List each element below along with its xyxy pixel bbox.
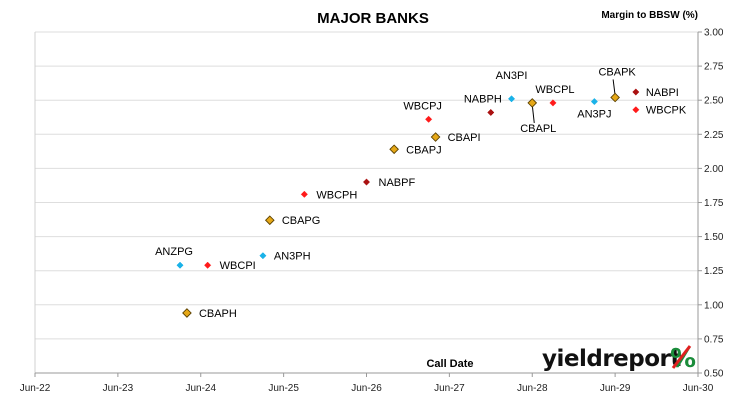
label-an3pi: AN3PI bbox=[496, 70, 528, 82]
point-cbaph bbox=[182, 308, 192, 318]
point-an3pi bbox=[507, 95, 516, 103]
label-an3ph: AN3PH bbox=[274, 251, 311, 263]
y-axis-ticks: 0.50 0.75 1.00 1.25 1.50 1.75 2.00 2.25 2.50 2.75… bbox=[704, 28, 724, 380]
point-nabph bbox=[487, 108, 495, 117]
label-nabph: NABPH bbox=[464, 93, 502, 105]
leader-line bbox=[612, 79, 616, 96]
label-wbcpl: WBCPL bbox=[535, 84, 574, 96]
label-cbapi: CBAPI bbox=[448, 132, 481, 144]
label-wbcph: WBCPH bbox=[316, 189, 357, 201]
point-an3pj bbox=[590, 98, 598, 106]
x-tick-label: Jun-27 bbox=[434, 383, 465, 394]
label-wbcpi: WBCPI bbox=[220, 260, 256, 272]
y-tick-label: 2.00 bbox=[704, 164, 724, 175]
x-tick-label: Jun-25 bbox=[268, 383, 299, 394]
y-tick-label: 3.00 bbox=[704, 28, 724, 39]
point-cbapi bbox=[430, 132, 441, 142]
data-labels: ANZPG CBAPH WBCPI AN3PH CBAPG WBCPH NABPF CBAPJ… bbox=[155, 66, 687, 320]
y-tick-label: 0.75 bbox=[704, 334, 724, 345]
label-cbapg: CBAPG bbox=[282, 215, 321, 227]
point-nabpi bbox=[632, 88, 640, 96]
x-tick-label: Jun-29 bbox=[600, 383, 631, 394]
x-tick-label: Jun-24 bbox=[185, 383, 216, 394]
point-wbcpk bbox=[632, 106, 640, 114]
logo-percent-slash bbox=[671, 345, 692, 369]
yieldreport-logo: yieldreport % bbox=[542, 344, 696, 374]
y-tick-label: 2.75 bbox=[704, 62, 724, 73]
label-cbaph: CBAPH bbox=[199, 308, 237, 320]
y-tick-label: 2.50 bbox=[704, 96, 724, 107]
point-cbapj bbox=[389, 144, 399, 155]
axes bbox=[34, 31, 702, 377]
x-axis-label: Call Date bbox=[426, 358, 473, 370]
y-tick-label: 1.25 bbox=[704, 266, 724, 277]
label-nabpi: NABPI bbox=[646, 87, 679, 99]
x-tick-label: Jun-23 bbox=[103, 383, 134, 394]
label-anzpg: ANZPG bbox=[155, 246, 193, 258]
y-tick-label: 1.50 bbox=[704, 232, 724, 243]
chart-title: MAJOR BANKS bbox=[317, 10, 429, 27]
point-wbcpj bbox=[425, 115, 433, 123]
leader-line bbox=[531, 104, 535, 123]
y-tick-label: 2.25 bbox=[704, 130, 724, 141]
label-nabpf: NABPF bbox=[379, 177, 416, 189]
x-tick-label: Jun-30 bbox=[683, 383, 714, 394]
point-cbapg bbox=[264, 215, 275, 226]
label-cbapl: CBAPL bbox=[520, 123, 556, 135]
label-an3pj: AN3PJ bbox=[577, 109, 611, 121]
gridlines bbox=[35, 31, 698, 340]
logo-text: yieldreport bbox=[542, 346, 681, 372]
logo-percent-icon: % bbox=[670, 344, 696, 374]
point-cbapl bbox=[527, 98, 538, 108]
x-tick-label: Jun-26 bbox=[351, 383, 382, 394]
label-cbapj: CBAPJ bbox=[406, 144, 441, 156]
point-wbcpi bbox=[204, 261, 212, 269]
label-cbapk: CBAPK bbox=[598, 66, 636, 78]
y-tick-label: 0.50 bbox=[704, 369, 724, 380]
point-wbcph bbox=[300, 190, 308, 198]
y-axis-label: Margin to BBSW (%) bbox=[601, 10, 698, 21]
point-cbapk bbox=[610, 92, 620, 103]
point-anzpg bbox=[176, 261, 184, 269]
point-wbcpl bbox=[549, 99, 557, 107]
leader-lines bbox=[531, 79, 616, 123]
point-an3ph bbox=[259, 252, 267, 260]
data-points bbox=[176, 88, 640, 318]
y-tick-label: 1.75 bbox=[704, 198, 724, 209]
x-tick-label: Jun-22 bbox=[20, 383, 51, 394]
x-axis-ticks: Jun-22 Jun-23 Jun-24 Jun-25 Jun-26 Jun-27 Jun-… bbox=[20, 383, 714, 394]
y-tick-label: 1.00 bbox=[704, 300, 724, 311]
label-wbcpj: WBCPJ bbox=[403, 100, 442, 112]
label-wbcpk: WBCPK bbox=[646, 105, 687, 117]
x-tick-label: Jun-28 bbox=[517, 383, 548, 394]
point-nabpf bbox=[362, 178, 371, 186]
